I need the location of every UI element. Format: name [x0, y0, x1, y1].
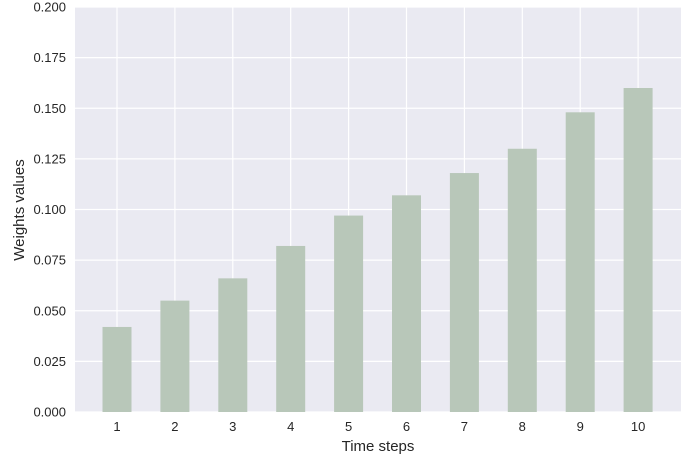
- x-tick-label: 1: [113, 419, 120, 434]
- x-tick-label: 8: [519, 419, 526, 434]
- x-axis-label: Time steps: [342, 438, 415, 455]
- y-tick-label: 0.150: [33, 101, 66, 116]
- y-tick-label: 0.175: [33, 50, 66, 65]
- y-tick-label: 0.050: [33, 303, 66, 318]
- x-tick-label: 7: [461, 419, 468, 434]
- bar: [276, 245, 306, 412]
- y-tick-labels: 0.000 0.025 0.050 0.075 0.100 0.125 0.150 0.175…: [33, 0, 66, 420]
- x-tick-label: 4: [287, 419, 294, 434]
- y-tick-label: 0.075: [33, 253, 66, 268]
- x-tick-label: 2: [171, 419, 178, 434]
- bar: [392, 195, 421, 412]
- bar: [507, 148, 537, 412]
- bar: [565, 112, 595, 413]
- bar: [449, 173, 479, 412]
- x-tick-label: 9: [577, 419, 584, 434]
- x-tick-labels: 1 2 3 4 5 6 7 8 9 10: [113, 419, 645, 434]
- y-tick-label: 0.000: [33, 405, 66, 420]
- y-tick-label: 0.100: [33, 202, 66, 217]
- bars: [102, 88, 653, 413]
- bar: [218, 278, 248, 412]
- y-tick-label: 0.125: [33, 151, 66, 166]
- bar: [160, 300, 190, 412]
- bar: [623, 88, 653, 412]
- x-tick-label: 5: [345, 419, 352, 434]
- x-tick-label: 10: [631, 419, 645, 434]
- x-tick-label: 3: [229, 419, 236, 434]
- bar: [102, 326, 132, 412]
- bar: [334, 215, 364, 412]
- y-tick-label: 0.025: [33, 354, 66, 369]
- y-axis-label: Weights values: [11, 159, 28, 260]
- y-tick-label: 0.200: [33, 0, 66, 15]
- x-tick-label: 6: [403, 419, 410, 434]
